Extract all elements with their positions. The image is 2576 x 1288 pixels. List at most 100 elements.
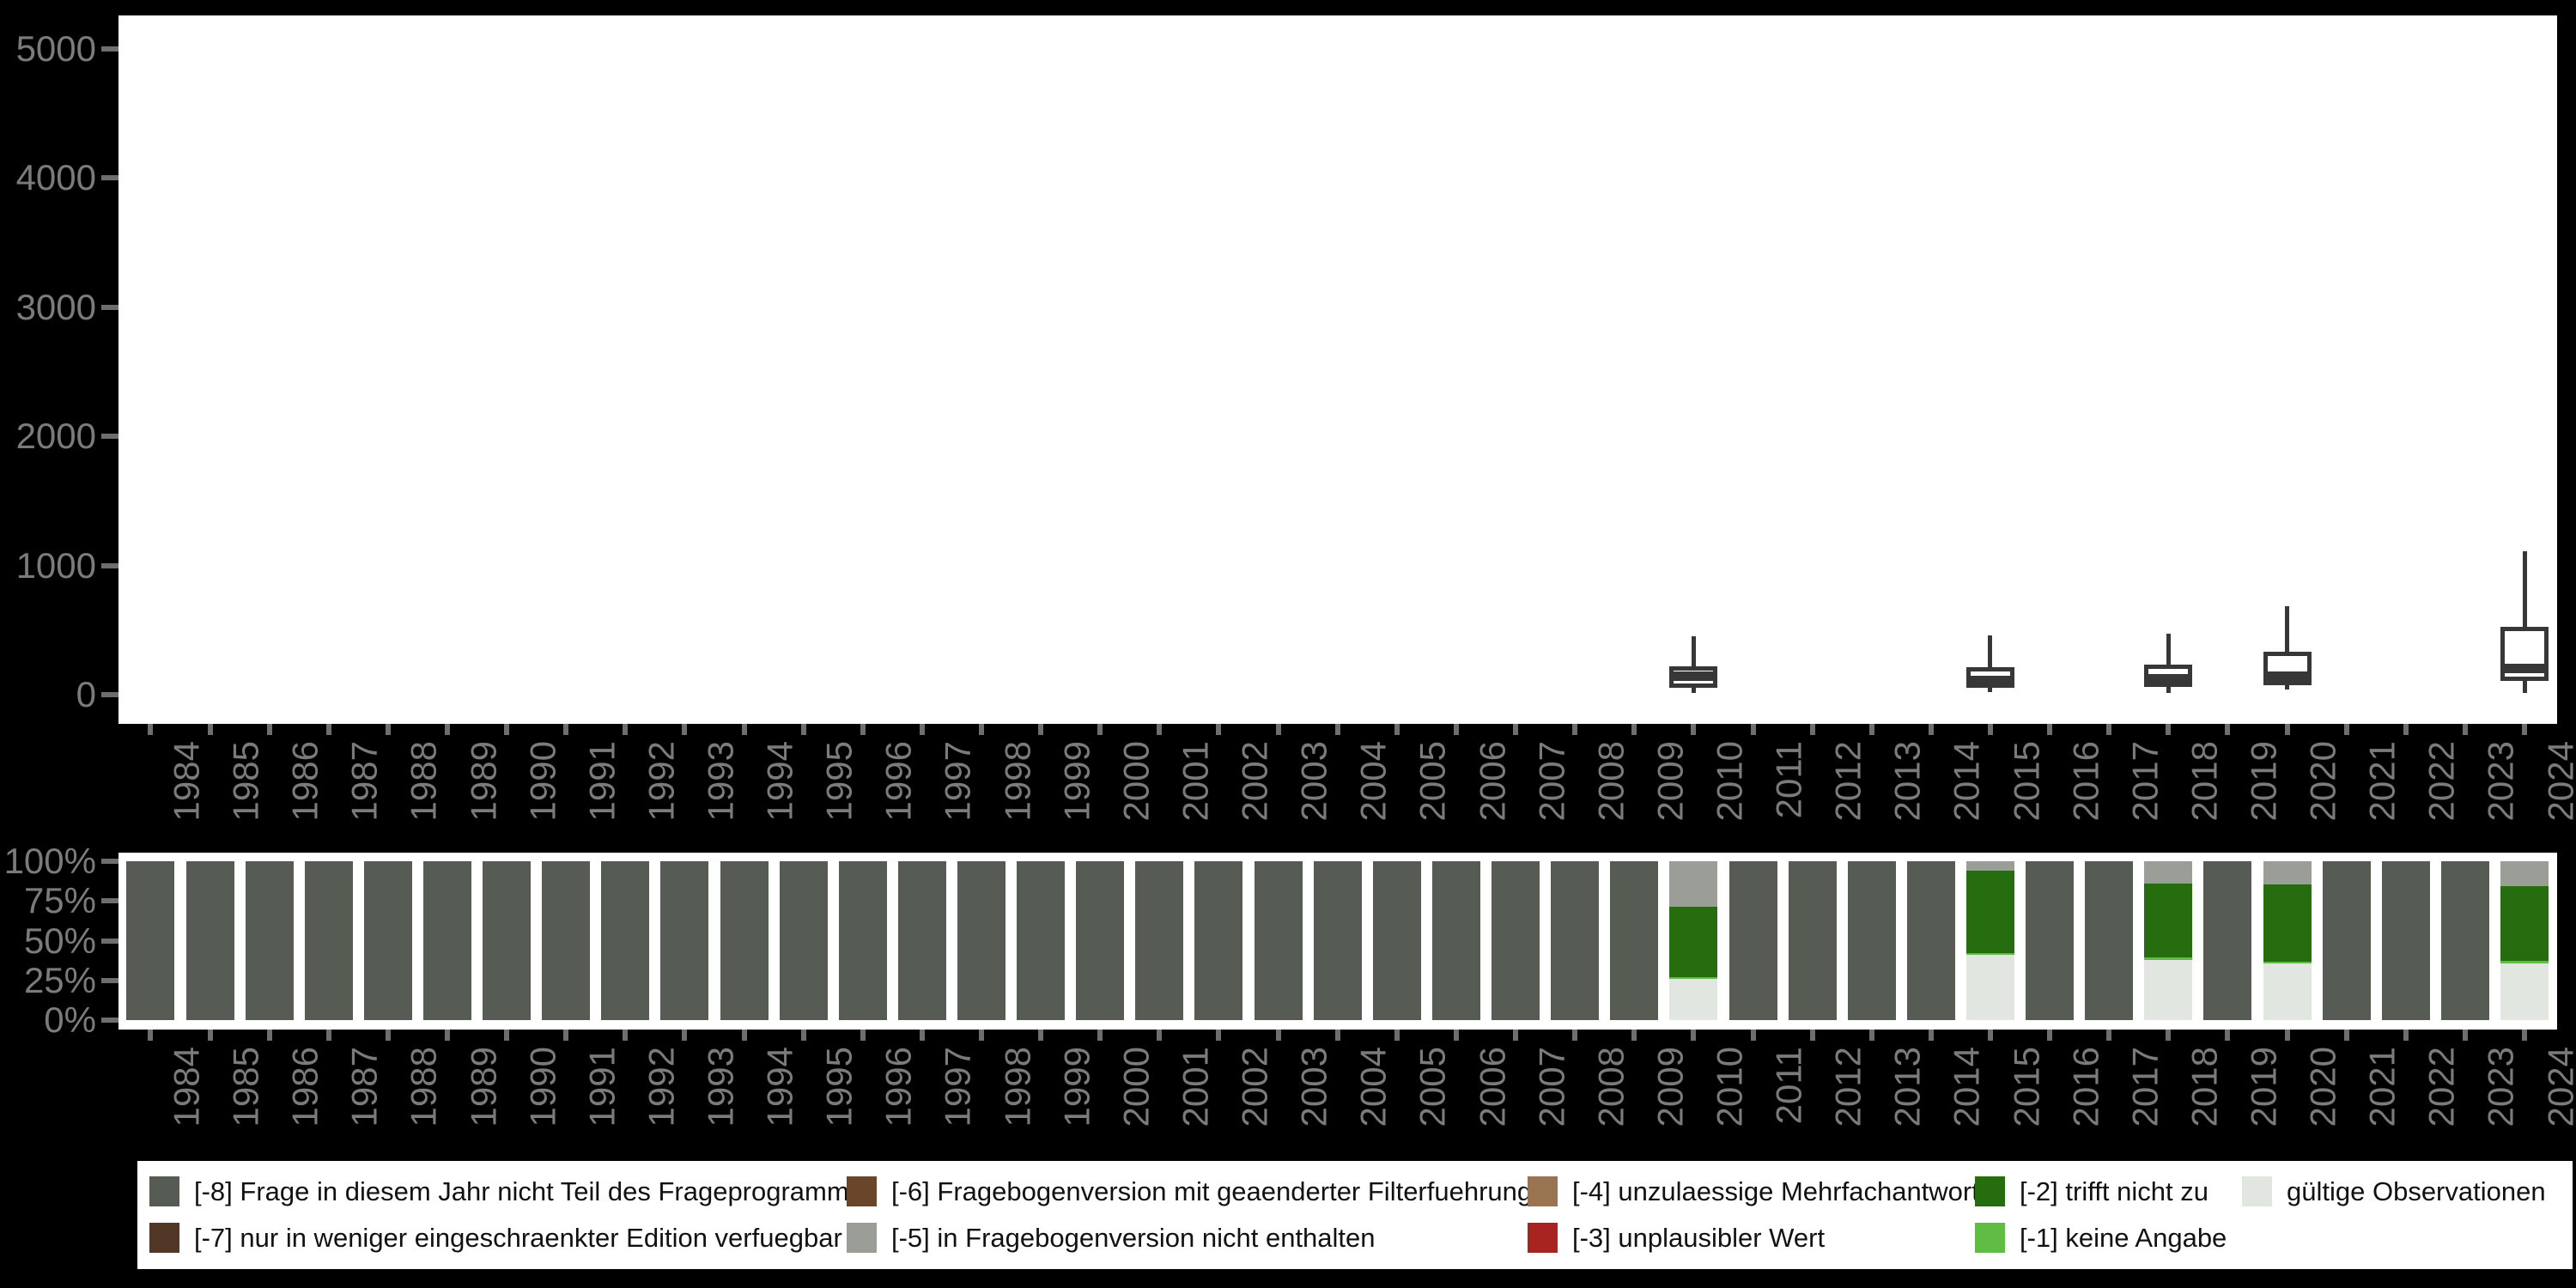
bar-segment-nicht_teil_programm_8 (1847, 861, 1896, 1020)
bar-segment-nicht_teil_programm_8 (1194, 861, 1243, 1020)
y-tick-label: 75% (23, 880, 96, 921)
year-label: 1998 (997, 741, 1038, 822)
legend-swatch (149, 1176, 179, 1206)
year-label: 1985 (225, 741, 266, 822)
bar-segment-nicht_teil_programm_8 (1135, 861, 1184, 1020)
year-label: 2001 (1175, 741, 1216, 822)
year-label: 2005 (1412, 741, 1453, 822)
bar-segment-nicht_teil_programm_8 (1431, 861, 1480, 1020)
y-tick (101, 938, 118, 944)
bar-segment-keine_angabe_1 (1965, 952, 2014, 956)
y-tick-label: 2000 (15, 416, 96, 457)
year-label: 2015 (2005, 1047, 2046, 1127)
year-label: 2002 (1234, 1047, 1275, 1127)
year-label: 2021 (2361, 741, 2403, 822)
year-label: 2000 (1115, 1047, 1157, 1127)
bar-segment-nicht_teil_programm_8 (2026, 861, 2075, 1020)
x-tick (2462, 1030, 2468, 1041)
bar-segment-nicht_teil_programm_8 (542, 861, 591, 1020)
year-label: 2016 (2065, 1047, 2106, 1127)
x-tick (1513, 724, 1519, 735)
x-tick (1691, 1030, 1697, 1041)
year-label: 2015 (2005, 741, 2046, 822)
legend-swatch (1975, 1176, 2005, 1206)
median-line (1669, 671, 1718, 682)
whisker-lower (2285, 684, 2290, 690)
year-label: 1996 (878, 1047, 919, 1127)
y-tick (101, 562, 118, 568)
year-label: 1988 (403, 1047, 444, 1127)
bar-segment-nicht_teil_programm_8 (126, 861, 175, 1020)
year-label: 1995 (818, 741, 860, 822)
legend-swatch (1528, 1176, 1558, 1206)
x-tick (1928, 1030, 1934, 1041)
year-label: 2003 (1293, 741, 1334, 822)
bar-segment-nicht_teil_programm_8 (483, 861, 532, 1020)
x-tick (266, 724, 272, 735)
x-tick (563, 1030, 569, 1041)
bar-segment-nicht_teil_programm_8 (1313, 861, 1362, 1020)
year-label: 2004 (1352, 1047, 1394, 1127)
year-label: 1984 (166, 1047, 207, 1127)
median-line (2144, 674, 2193, 684)
bar-segment-trifft_nicht_zu_2 (1965, 870, 2014, 953)
x-tick (1572, 724, 1578, 735)
x-tick (1097, 724, 1103, 735)
y-tick (101, 175, 118, 181)
year-label: 2003 (1293, 1047, 1334, 1127)
year-label: 2010 (1709, 741, 1750, 822)
y-tick-label: 25% (23, 959, 96, 1000)
bar-segment-nicht_teil_programm_8 (422, 861, 471, 1020)
x-tick (444, 1030, 450, 1041)
whisker-upper (1988, 635, 1993, 667)
legend-label: [-3] unplausibler Wert (1572, 1223, 1826, 1253)
x-tick (800, 1030, 806, 1041)
stacked-bar-chart-area (118, 853, 2557, 1030)
x-tick (741, 1030, 747, 1041)
x-tick (1216, 724, 1222, 735)
year-label: 1992 (641, 1047, 682, 1127)
legend-label: [-4] unzulaessige Mehrfachantwort (1572, 1176, 1979, 1206)
year-label: 1989 (462, 741, 503, 822)
whisker-lower (1988, 688, 1993, 692)
x-tick (1453, 1030, 1459, 1041)
bar-segment-nicht_enthalten_5 (2500, 861, 2549, 886)
x-tick (2284, 1030, 2290, 1041)
legend-label: [-7] nur in weniger eingeschraenkter Edi… (194, 1223, 842, 1253)
whisker-lower (1691, 687, 1696, 693)
year-label: 1987 (343, 741, 385, 822)
year-label: 2009 (1649, 1047, 1691, 1127)
x-tick (1572, 1030, 1578, 1041)
legend-label: [-1] keine Angabe (2020, 1223, 2227, 1253)
bar-segment-nicht_teil_programm_8 (660, 861, 709, 1020)
x-tick (266, 1030, 272, 1041)
y-tick (101, 46, 118, 52)
year-label: 2007 (1531, 1047, 1572, 1127)
x-tick (2343, 724, 2349, 735)
bar-segment-nicht_teil_programm_8 (304, 861, 353, 1020)
bar-segment-nicht_teil_programm_8 (245, 861, 294, 1020)
bar-segment-trifft_nicht_zu_2 (2144, 883, 2193, 957)
bar-segment-nicht_enthalten_5 (2263, 861, 2312, 884)
bar-segment-nicht_enthalten_5 (2144, 861, 2193, 884)
x-tick (1216, 1030, 1222, 1041)
x-tick (2403, 724, 2409, 735)
year-label: 2000 (1115, 741, 1157, 822)
bar-segment-nicht_enthalten_5 (1669, 861, 1718, 908)
x-tick (444, 724, 450, 735)
bar-segment-keine_angabe_1 (2144, 957, 2193, 960)
whisker-upper (2285, 605, 2290, 653)
x-tick (1038, 724, 1044, 735)
x-tick (1513, 1030, 1519, 1041)
x-tick (385, 1030, 391, 1041)
bar-segment-nicht_teil_programm_8 (897, 861, 946, 1020)
year-label: 2019 (2243, 741, 2284, 822)
year-label: 2017 (2124, 1047, 2166, 1127)
x-tick (1987, 724, 1993, 735)
bar-segment-nicht_teil_programm_8 (1610, 861, 1659, 1020)
x-tick (623, 1030, 629, 1041)
x-tick (1868, 1030, 1874, 1041)
year-label: 1999 (1056, 741, 1097, 822)
year-label: 2021 (2361, 1047, 2403, 1127)
